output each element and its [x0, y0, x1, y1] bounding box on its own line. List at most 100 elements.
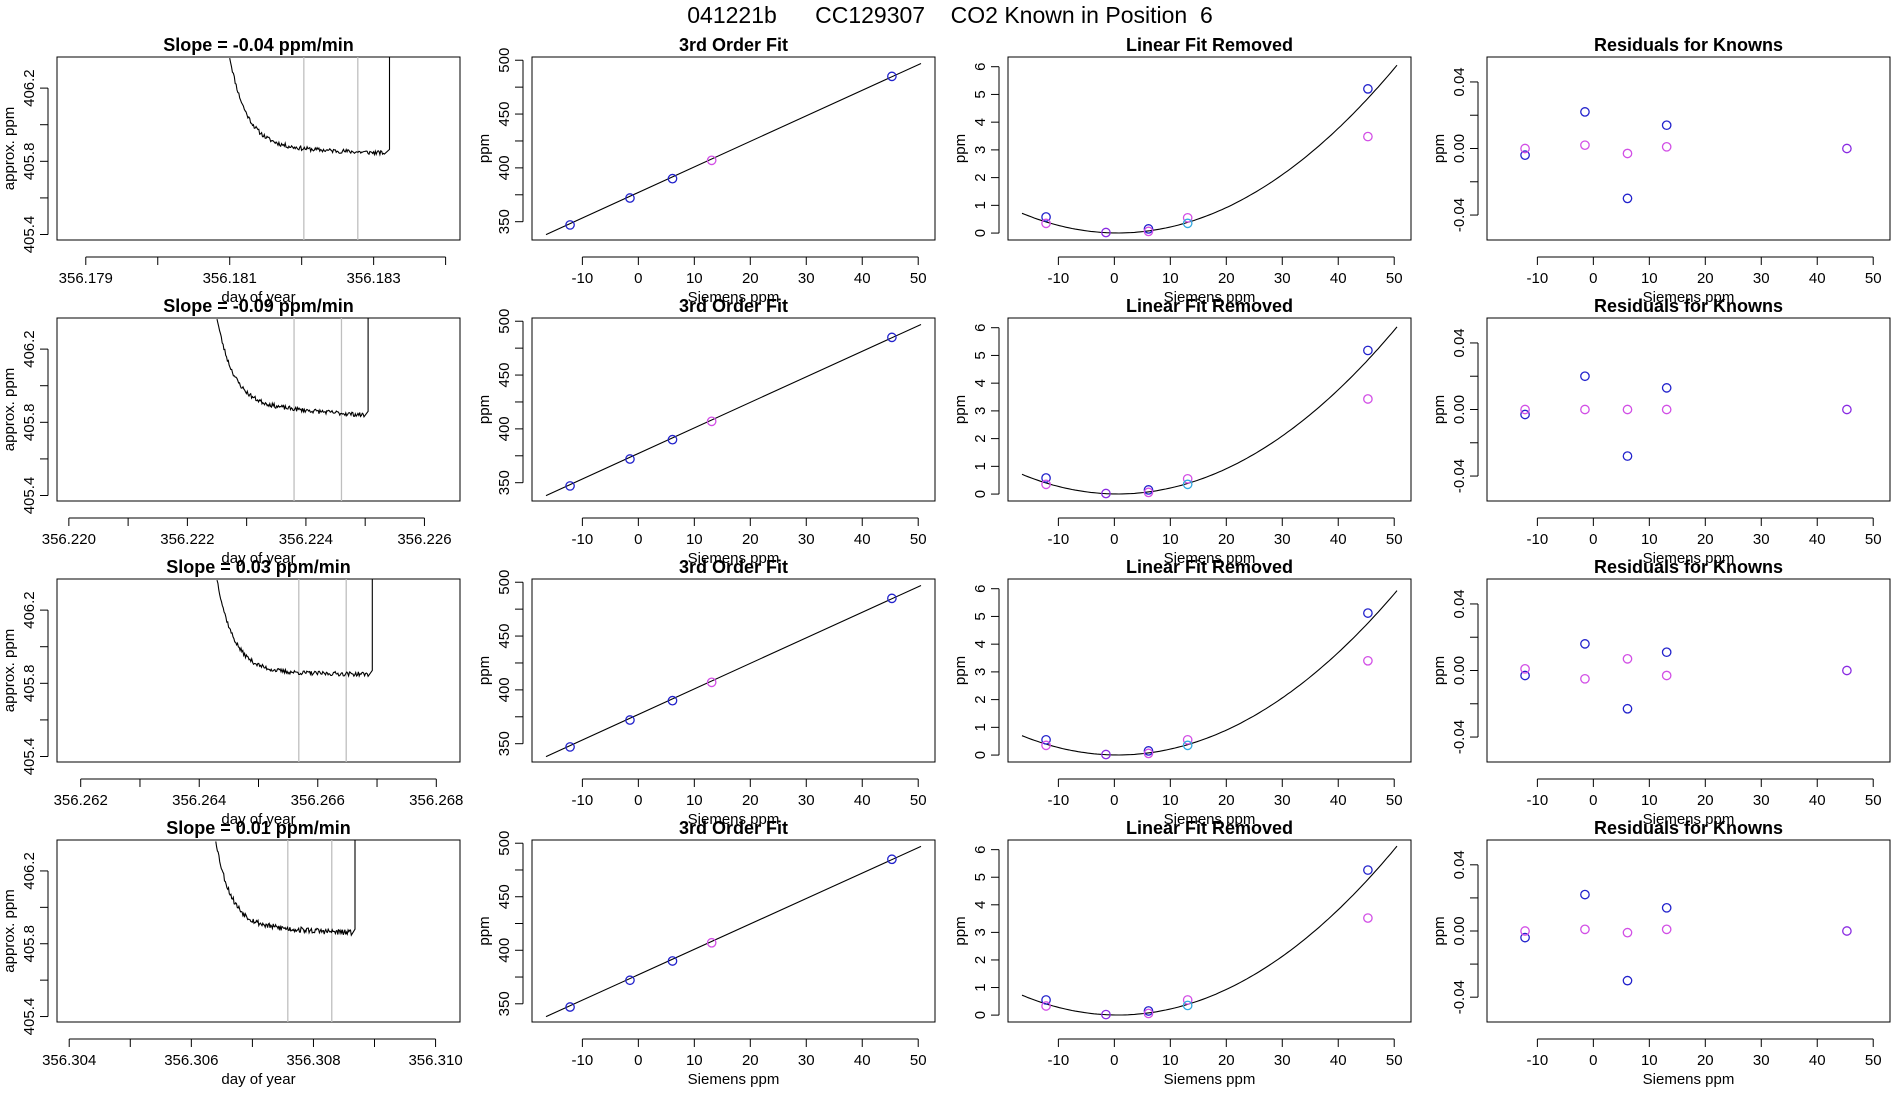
- data-point: [1661, 647, 1672, 658]
- panel-title: Residuals for Knowns: [1594, 818, 1783, 838]
- x-tick-label: -10: [1048, 270, 1070, 287]
- y-axis-label: approx. ppm: [1, 368, 18, 451]
- y-tick-label: 405.4: [21, 477, 38, 515]
- plot-area: [545, 845, 922, 1018]
- data-point: [1580, 639, 1590, 649]
- data-point: [667, 434, 678, 445]
- plot-frame: [56, 839, 461, 1023]
- x-tick-label: 20: [742, 1052, 759, 1069]
- plot-frame: [56, 56, 461, 241]
- x-tick-label: 10: [1162, 792, 1179, 809]
- y-axis-label: ppm: [476, 656, 493, 685]
- x-tick-label: 0: [1589, 270, 1597, 287]
- data-point: [1520, 409, 1530, 420]
- data-point: [1041, 995, 1051, 1005]
- panel-title: Linear Fit Removed: [1126, 557, 1293, 577]
- y-axis-label: ppm: [1431, 916, 1448, 945]
- plot-area: [1520, 107, 1852, 204]
- x-axis-label: Siemens ppm: [1643, 811, 1735, 828]
- data-point: [1622, 703, 1633, 714]
- y-axis-label: ppm: [1431, 656, 1448, 685]
- data-point: [1143, 226, 1154, 237]
- plot-area: [1520, 371, 1852, 461]
- x-tick-label: 0: [1110, 792, 1118, 809]
- x-tick-label: 40: [1330, 792, 1347, 809]
- data-point: [1363, 655, 1373, 666]
- y-tick-label: 0: [972, 1011, 989, 1019]
- y-tick-label: 0.04: [1451, 589, 1468, 618]
- data-point: [667, 956, 678, 966]
- data-point: [1580, 371, 1590, 382]
- x-tick-label: 356.183: [347, 270, 401, 287]
- data-point: [625, 715, 635, 725]
- x-tick-label: 50: [1386, 1052, 1403, 1069]
- x-tick-label: 30: [1753, 792, 1770, 809]
- y-tick-label: 4: [972, 640, 989, 648]
- y-tick-label: 350: [496, 991, 513, 1016]
- y-tick-label: 2: [972, 434, 989, 442]
- panel-row2-col2: 3rd Order Fit -10 0 10 20 30 40 50 Siemens ppm 35…: [476, 296, 936, 567]
- y-tick-label: 400: [496, 938, 513, 963]
- data-point: [1580, 889, 1590, 900]
- x-tick-label: 30: [1753, 270, 1770, 287]
- y-tick-label: 1: [972, 723, 989, 731]
- y-tick-label: 400: [496, 416, 513, 441]
- x-tick-label: 0: [1110, 270, 1118, 287]
- plot-area: [1021, 590, 1398, 760]
- y-tick-label: 0: [972, 229, 989, 237]
- x-axis-label: day of year: [221, 550, 295, 567]
- x-tick-label: 40: [854, 792, 871, 809]
- fit-line: [545, 62, 922, 236]
- plot-frame: [1007, 317, 1412, 502]
- data-point: [1580, 140, 1590, 151]
- x-tick-label: 0: [634, 531, 642, 548]
- y-tick-label: 406.2: [21, 330, 38, 368]
- y-tick-label: 1: [972, 201, 989, 209]
- y-tick-label: 400: [496, 677, 513, 702]
- y-tick-label: 2: [972, 695, 989, 703]
- data-point: [1041, 218, 1051, 229]
- x-axis-label: Siemens ppm: [688, 289, 780, 306]
- data-point: [1363, 84, 1373, 94]
- page-title: 041221b CC129307 CO2 Known in Position 6: [687, 2, 1213, 28]
- y-tick-label: 450: [496, 102, 513, 127]
- panel-title: 3rd Order Fit: [679, 35, 788, 55]
- x-tick-label: 50: [1386, 792, 1403, 809]
- data-point: [887, 332, 897, 343]
- x-tick-label: 10: [1641, 531, 1658, 548]
- y-tick-label: 0.04: [1451, 67, 1468, 96]
- y-tick-label: 3: [972, 146, 989, 154]
- fit-curve: [1021, 845, 1398, 1016]
- data-point: [1842, 665, 1852, 676]
- x-tick-label: 20: [742, 792, 759, 809]
- y-tick-label: 3: [972, 668, 989, 676]
- data-point: [1143, 1006, 1154, 1016]
- x-tick-label: 40: [1330, 531, 1347, 548]
- data-point: [1842, 404, 1852, 415]
- data-point: [887, 854, 897, 865]
- plot-frame: [1007, 839, 1412, 1023]
- x-tick-label: 0: [634, 270, 642, 287]
- y-tick-label: 450: [496, 624, 513, 649]
- x-tick-label: 10: [1641, 792, 1658, 809]
- data-point: [1041, 473, 1051, 483]
- y-tick-label: 405.8: [21, 665, 38, 703]
- data-point: [1661, 383, 1672, 393]
- x-tick-label: 40: [1809, 1052, 1826, 1069]
- y-tick-label: 2: [972, 956, 989, 964]
- x-tick-label: 50: [1865, 792, 1882, 809]
- x-tick-label: 356.181: [203, 270, 257, 287]
- x-axis-label: Siemens ppm: [1164, 1071, 1256, 1088]
- data-point: [1622, 148, 1633, 159]
- x-tick-label: 40: [854, 270, 871, 287]
- data-point: [625, 193, 635, 203]
- data-point: [1101, 749, 1111, 760]
- data-point: [1363, 131, 1373, 142]
- x-tick-label: 50: [910, 531, 927, 548]
- data-point: [1580, 924, 1590, 935]
- x-tick-label: 20: [742, 270, 759, 287]
- y-tick-label: 450: [496, 363, 513, 388]
- data-point: [1661, 141, 1672, 152]
- y-tick-label: 405.8: [21, 404, 38, 442]
- data-point: [1363, 608, 1373, 618]
